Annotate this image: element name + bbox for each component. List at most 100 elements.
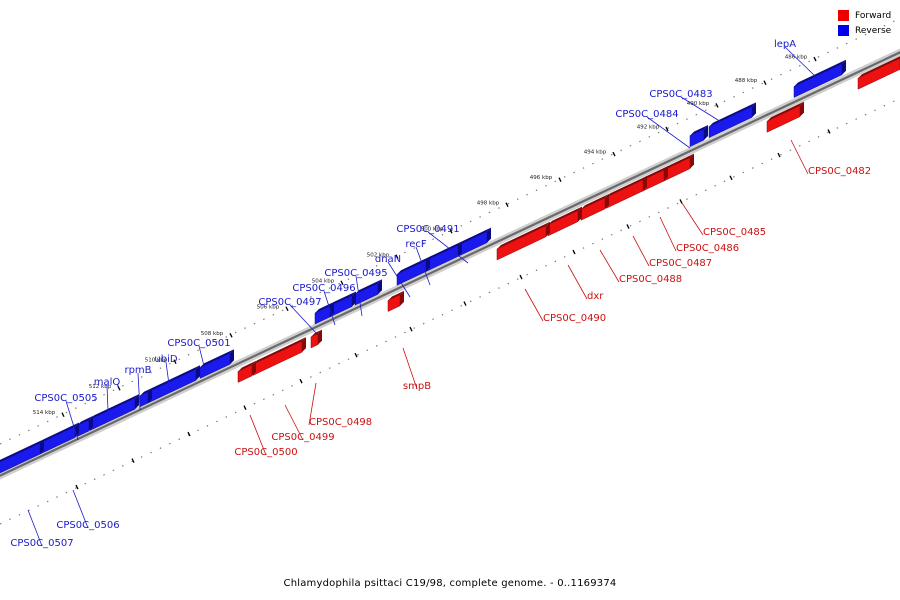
forward-gene <box>662 153 694 182</box>
scale-tick-label: 494 kbp <box>584 150 607 156</box>
reverse-gene-label: CPS0C_0507 <box>10 538 73 549</box>
leader-line <box>680 96 727 126</box>
scale-tick <box>572 249 576 255</box>
reverse-gene-label: malQ <box>94 377 121 388</box>
reverse-gene-label: dnaN <box>375 254 401 265</box>
reverse-gene-label: CPS0C_0497 <box>258 297 321 308</box>
scale-tick-label: 508 kbp <box>201 331 224 337</box>
leader-line <box>427 231 469 264</box>
forward-gene-label: dxr <box>587 291 604 302</box>
scale-tick-label: 506 kbp <box>257 304 280 310</box>
scale-tick-label: 488 kbp <box>735 78 758 84</box>
leader-line <box>646 116 691 149</box>
scale-tick <box>299 378 303 384</box>
scale-tick <box>463 301 467 306</box>
scale-tick <box>354 352 358 358</box>
reverse-gene <box>396 256 430 286</box>
forward-gene <box>857 56 900 90</box>
scale-tick <box>626 224 630 229</box>
scale-tick <box>340 280 344 286</box>
legend-reverse-label: Reverse <box>855 25 892 36</box>
scale-tick <box>777 152 781 158</box>
legend-forward-label: Forward <box>855 10 892 21</box>
reverse-gene-label: ubiD <box>154 354 177 365</box>
scale-tick <box>827 129 831 134</box>
scale-tick <box>75 484 79 490</box>
scale-tick-label: 510 kbp <box>145 357 168 363</box>
leader-line <box>659 216 677 252</box>
forward-swatch <box>838 10 849 21</box>
leader-line <box>784 46 816 77</box>
reverse-gene-label: CPS0C_0505 <box>34 393 97 404</box>
scale-tick-label: 492 kbp <box>637 125 660 131</box>
scale-tick-label: 514 kbp <box>33 410 56 416</box>
scale-tick-label: 500 kbp <box>421 227 444 233</box>
forward-gene-label: smpB <box>403 381 431 392</box>
scale-tick <box>187 431 191 437</box>
scale-tick <box>558 177 562 182</box>
scale-tick-label: 512 kbp <box>89 384 112 390</box>
forward-gene <box>237 360 256 383</box>
scale-tick <box>449 228 453 234</box>
leader-line <box>137 372 141 411</box>
leader-line <box>284 404 304 441</box>
leader-line <box>355 275 363 317</box>
scale-tick <box>229 332 233 338</box>
reverse-gene <box>708 102 756 139</box>
scale-tick <box>763 80 767 86</box>
scale-tick-label: 502 kbp <box>367 252 390 258</box>
scale-tick <box>612 151 616 157</box>
forward-gene-label: CPS0C_0482 <box>808 166 871 177</box>
leader-line <box>65 400 79 441</box>
scale-tick-label: 504 kbp <box>312 278 335 284</box>
leader-line <box>27 509 43 547</box>
scale-tick <box>409 326 413 332</box>
forward-gene-label: CPS0C_0486 <box>676 243 739 254</box>
scale-tick <box>131 458 135 463</box>
leader-line <box>567 264 588 300</box>
forward-gene <box>766 101 804 133</box>
reverse-gene-label: CPS0C_0495 <box>324 268 387 279</box>
leader-line <box>790 139 809 175</box>
scale-tick <box>285 306 289 312</box>
reverse-swatch <box>838 25 849 36</box>
leader-line <box>198 345 206 371</box>
reverse-gene-label: CPS0C_0501 <box>167 338 230 349</box>
scale-tick <box>243 405 247 410</box>
lower-scale-line <box>0 97 900 525</box>
forward-gene <box>496 221 550 261</box>
scale-tick <box>715 103 719 108</box>
reverse-gene-label: CPS0C_0483 <box>649 89 712 100</box>
scale-tick <box>61 412 65 418</box>
forward-gene-label: CPS0C_0488 <box>619 274 682 285</box>
reverse-gene-label: CPS0C_0491 <box>396 224 459 235</box>
scale-tick <box>679 199 683 204</box>
forward-gene <box>605 175 647 209</box>
gene-labels: lepA CPS0C_0483 CPS0C_0484 CPS0C_0491 recF dn… <box>10 39 871 549</box>
genome-caption: Chlamydophila psittaci C19/98, complete … <box>283 578 617 589</box>
leader-line <box>308 382 317 426</box>
scale-tick <box>505 202 509 208</box>
reverse-gene <box>0 439 44 474</box>
leader-line <box>106 384 109 412</box>
leader-line <box>387 261 411 298</box>
leader-line <box>289 304 319 336</box>
legend-reverse: Reverse <box>838 23 900 38</box>
forward-gene-label: CPS0C_0498 <box>309 417 372 428</box>
forward-gene <box>252 337 306 376</box>
forward-gene <box>387 290 404 312</box>
leader-line <box>72 489 89 529</box>
forward-gene-label: CPS0C_0485 <box>703 227 766 238</box>
leader-line <box>402 347 418 390</box>
scale-tick <box>813 56 817 62</box>
legend: Forward Reverse <box>838 8 900 38</box>
scale-tick <box>519 274 523 280</box>
scale-tick <box>173 359 177 365</box>
reverse-gene <box>354 279 382 306</box>
leader-line <box>323 290 336 326</box>
reverse-gene-label: CPS0C_0506 <box>56 520 119 531</box>
forward-gene-label: CPS0C_0490 <box>543 313 606 324</box>
reverse-gene <box>689 125 708 148</box>
forward-gene-label: CPS0C_0487 <box>649 258 712 269</box>
